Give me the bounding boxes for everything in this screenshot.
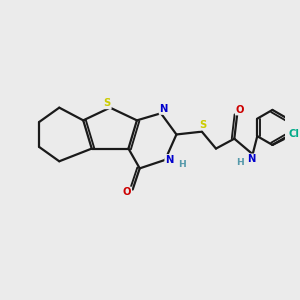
- Text: H: H: [236, 158, 244, 167]
- Text: S: S: [200, 120, 207, 130]
- Text: N: N: [165, 155, 174, 165]
- Text: N: N: [160, 104, 168, 114]
- Text: O: O: [123, 188, 131, 197]
- Text: Cl: Cl: [289, 129, 300, 139]
- Text: S: S: [103, 98, 111, 108]
- Text: O: O: [236, 105, 244, 115]
- Text: N: N: [247, 154, 255, 164]
- Text: H: H: [178, 160, 186, 169]
